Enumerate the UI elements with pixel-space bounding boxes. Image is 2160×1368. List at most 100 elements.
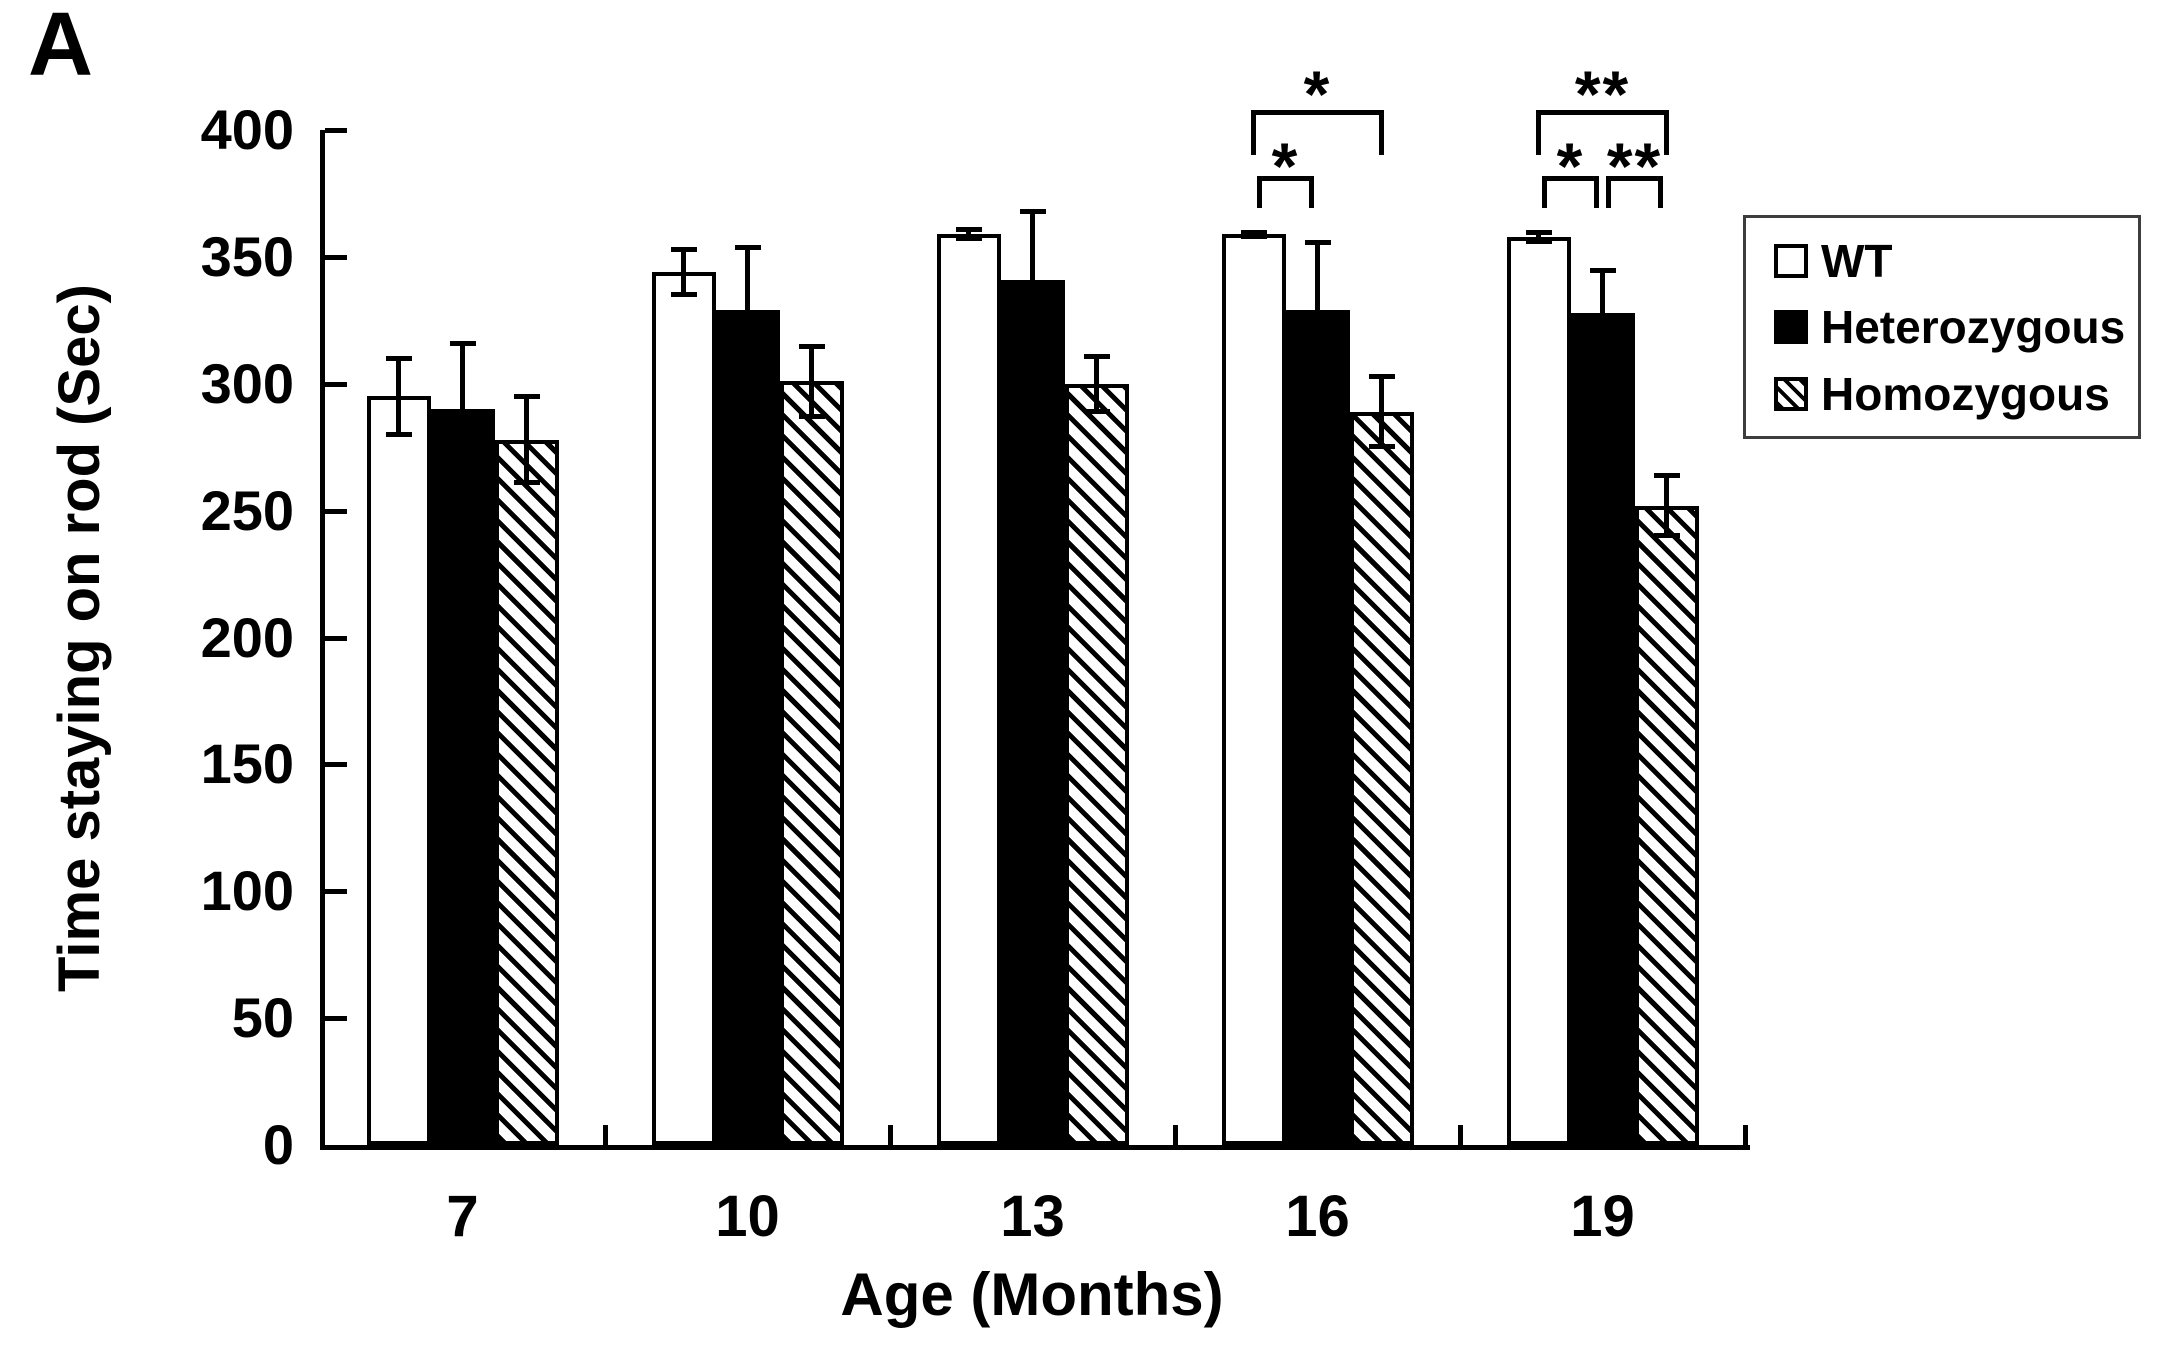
y-tick-label: 50 bbox=[231, 986, 294, 1050]
plot-area bbox=[320, 130, 1750, 1150]
error-bar bbox=[745, 246, 750, 374]
significance-bracket bbox=[1536, 110, 1669, 155]
x-tick bbox=[1458, 1125, 1463, 1145]
error-cap-top bbox=[734, 244, 761, 250]
error-bar bbox=[809, 345, 814, 417]
legend-item-wt: WT bbox=[1774, 237, 2138, 285]
panel-label: A bbox=[28, 0, 93, 95]
bar-heterozygous-16mo bbox=[1286, 310, 1350, 1145]
error-cap-top bbox=[1019, 209, 1046, 215]
error-bar bbox=[681, 249, 686, 295]
x-tick bbox=[1173, 1125, 1178, 1145]
y-tick-label: 0 bbox=[262, 1113, 294, 1176]
y-tick bbox=[325, 762, 347, 768]
x-axis-title: Age (Months) bbox=[840, 1261, 1224, 1328]
error-cap-bottom bbox=[1525, 238, 1552, 244]
error-cap-bottom bbox=[1240, 233, 1267, 239]
error-cap-bottom bbox=[734, 370, 761, 376]
significance-label: * bbox=[1271, 129, 1300, 203]
x-tick bbox=[1743, 1125, 1748, 1145]
error-bar bbox=[966, 228, 971, 240]
bar-wt-19mo bbox=[1507, 236, 1571, 1145]
y-tick-label: 250 bbox=[200, 478, 294, 542]
error-cap-bottom bbox=[1304, 375, 1331, 381]
error-bar bbox=[1664, 475, 1669, 536]
legend-swatch-hatched-icon bbox=[1774, 376, 1808, 411]
bar-homozygous-13mo bbox=[1065, 383, 1129, 1145]
significance-bracket bbox=[1542, 176, 1599, 208]
error-bar bbox=[1094, 355, 1099, 412]
bar-homozygous-16mo bbox=[1350, 411, 1414, 1145]
legend-label: Heterozygous bbox=[1821, 301, 2126, 353]
bar-heterozygous-7mo bbox=[431, 409, 495, 1145]
y-tick-label: 350 bbox=[200, 224, 294, 288]
x-tick-label: 10 bbox=[715, 1184, 780, 1249]
legend-swatch-open-icon bbox=[1774, 243, 1808, 278]
significance-bracket bbox=[1606, 176, 1663, 208]
error-cap-bottom bbox=[1589, 352, 1616, 358]
error-cap-bottom bbox=[1368, 444, 1395, 450]
bar-wt-7mo bbox=[367, 396, 431, 1145]
error-cap-bottom bbox=[1019, 345, 1046, 351]
y-tick bbox=[325, 381, 347, 387]
y-tick-label: 200 bbox=[200, 605, 294, 669]
error-bar bbox=[1600, 269, 1605, 356]
error-bar bbox=[1536, 231, 1541, 242]
error-bar bbox=[1315, 241, 1320, 379]
legend: WT Heterozygous Homozygous bbox=[1743, 215, 2141, 439]
error-bar bbox=[1379, 376, 1384, 448]
error-bar bbox=[1030, 211, 1035, 349]
error-cap-top bbox=[1368, 374, 1395, 380]
bar-homozygous-7mo bbox=[495, 439, 559, 1145]
y-axis-title: Time staying on rod (Sec) bbox=[47, 284, 112, 992]
bar-wt-16mo bbox=[1222, 234, 1286, 1145]
significance-bracket bbox=[1251, 110, 1384, 155]
error-cap-top bbox=[1083, 353, 1110, 359]
error-cap-bottom bbox=[513, 479, 540, 485]
legend-item-homozygous: Homozygous bbox=[1774, 370, 2138, 418]
error-bar bbox=[460, 343, 465, 476]
x-tick-label: 7 bbox=[446, 1184, 479, 1249]
bar-heterozygous-13mo bbox=[1001, 279, 1065, 1145]
bar-homozygous-10mo bbox=[780, 381, 844, 1145]
bar-heterozygous-19mo bbox=[1571, 312, 1635, 1145]
error-cap-top bbox=[670, 247, 697, 253]
error-cap-top bbox=[1589, 267, 1616, 273]
bar-homozygous-19mo bbox=[1635, 505, 1699, 1145]
bar-wt-13mo bbox=[937, 234, 1001, 1145]
x-tick-label: 13 bbox=[1000, 1184, 1065, 1249]
significance-label: * bbox=[1556, 129, 1585, 203]
x-tick-label: 19 bbox=[1570, 1184, 1635, 1249]
significance-label: ** bbox=[1574, 57, 1631, 131]
error-cap-top bbox=[385, 356, 412, 362]
error-cap-top bbox=[1525, 229, 1552, 235]
y-tick-label: 150 bbox=[200, 732, 294, 796]
y-tick bbox=[325, 635, 347, 641]
y-tick-label: 100 bbox=[200, 859, 294, 923]
error-cap-bottom bbox=[670, 291, 697, 297]
y-tick bbox=[325, 889, 347, 895]
y-tick bbox=[325, 128, 347, 133]
y-tick bbox=[325, 254, 347, 260]
y-tick bbox=[325, 1016, 347, 1022]
significance-label: ** bbox=[1606, 129, 1663, 203]
error-cap-bottom bbox=[1083, 408, 1110, 414]
error-bar bbox=[524, 396, 529, 483]
error-cap-bottom bbox=[449, 472, 476, 478]
error-cap-bottom bbox=[385, 431, 412, 437]
significance-bracket bbox=[1257, 176, 1314, 208]
x-tick bbox=[888, 1125, 893, 1145]
bar-wt-10mo bbox=[652, 272, 716, 1145]
error-cap-top bbox=[798, 343, 825, 349]
error-cap-bottom bbox=[1653, 533, 1680, 538]
error-cap-top bbox=[1304, 239, 1331, 245]
significance-label: * bbox=[1303, 57, 1332, 131]
legend-label: WT bbox=[1821, 234, 1893, 287]
y-tick-label: 400 bbox=[200, 98, 294, 161]
legend-label: Homozygous bbox=[1821, 367, 2110, 420]
bar-heterozygous-10mo bbox=[716, 310, 780, 1145]
error-cap-top bbox=[1653, 473, 1680, 479]
error-cap-bottom bbox=[955, 236, 982, 242]
y-tick-label: 300 bbox=[200, 351, 294, 415]
